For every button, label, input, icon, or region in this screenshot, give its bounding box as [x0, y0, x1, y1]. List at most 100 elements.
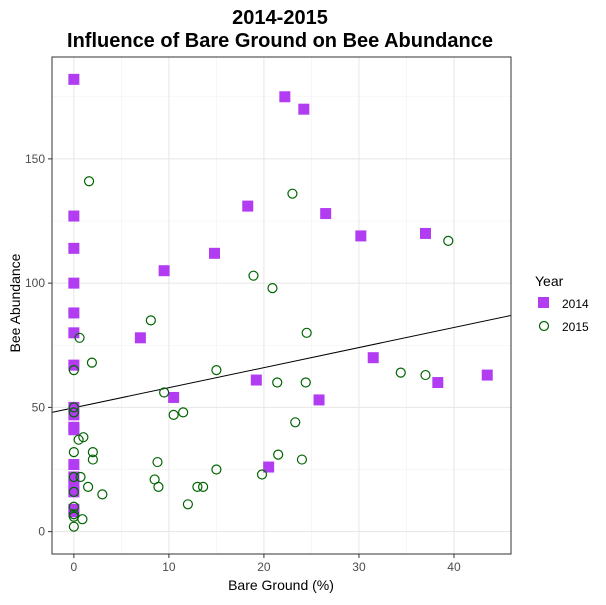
- legend-label-2015: 2015: [562, 320, 589, 334]
- point-2015: [152, 456, 163, 468]
- point-2014: [481, 369, 493, 381]
- point-2015: [68, 486, 79, 497]
- point-2014: [68, 471, 80, 483]
- point-2014: [68, 73, 80, 85]
- point-2014: [432, 377, 444, 389]
- x-tick-label: 40: [447, 560, 461, 574]
- trendline: [51, 314, 512, 413]
- legend: Year 2014 2015: [535, 273, 589, 334]
- point-2014: [68, 424, 80, 436]
- point-2015: [75, 471, 86, 483]
- point-2014: [279, 91, 291, 103]
- point-2014: [68, 327, 80, 339]
- point-2015: [77, 514, 88, 525]
- legend-key-2014-marker: [538, 297, 549, 308]
- legend-title: Year: [535, 273, 564, 289]
- point-2015: [301, 327, 312, 338]
- point-2015: [256, 469, 268, 480]
- point-2015: [68, 521, 79, 532]
- point-2015: [74, 332, 85, 343]
- point-2014: [263, 461, 275, 473]
- point-2014: [298, 103, 310, 115]
- point-2015: [178, 407, 189, 418]
- point-2015: [68, 407, 79, 418]
- y-tick-label: 100: [25, 276, 45, 290]
- point-2014: [158, 265, 170, 277]
- chart-title-line-1: 2014-2015: [232, 7, 328, 29]
- point-2014: [320, 208, 332, 220]
- point-2015: [153, 481, 164, 493]
- point-2015: [97, 489, 108, 500]
- point-2014: [168, 391, 180, 403]
- point-2015: [168, 409, 179, 420]
- y-tick-label: 50: [32, 400, 46, 414]
- legend-label-2014: 2014: [562, 297, 589, 311]
- point-2015: [211, 464, 222, 475]
- point-2015: [68, 447, 79, 458]
- point-2015: [300, 377, 311, 388]
- legend-key-2015-marker: [538, 320, 550, 332]
- point-2015: [248, 270, 259, 281]
- point-2015: [68, 509, 79, 520]
- x-axis-label: Bare Ground (%): [228, 577, 334, 593]
- y-tick-label: 150: [25, 152, 45, 166]
- point-2014: [242, 200, 254, 212]
- point-2014: [68, 409, 80, 421]
- point-2015: [420, 369, 431, 381]
- point-2015: [159, 387, 170, 398]
- data-points: [68, 73, 493, 532]
- point-2014: [68, 478, 80, 490]
- point-2015: [395, 367, 406, 378]
- point-2014: [134, 332, 146, 344]
- point-2015: [272, 377, 283, 388]
- point-2015: [443, 235, 454, 246]
- point-2015: [68, 402, 79, 413]
- point-2015: [296, 454, 308, 465]
- grid-lines: [52, 57, 511, 554]
- point-2014: [367, 352, 379, 364]
- point-2014: [68, 486, 80, 498]
- trendline-layer: [51, 314, 512, 413]
- point-2015: [145, 315, 156, 326]
- point-2014: [68, 459, 80, 471]
- point-2015: [68, 365, 79, 376]
- chart-title-line-2: Influence of Bare Ground on Bee Abundanc…: [67, 30, 493, 52]
- point-2014: [68, 242, 80, 254]
- plot-panel-border: [51, 56, 512, 555]
- point-2015: [267, 283, 278, 294]
- point-2014: [68, 307, 80, 319]
- point-2015: [83, 176, 95, 187]
- x-tick-label: 0: [71, 560, 78, 574]
- point-2015: [68, 471, 79, 483]
- point-2014: [68, 210, 80, 222]
- point-2015: [290, 417, 301, 428]
- point-2014: [355, 230, 367, 242]
- point-2015: [211, 365, 222, 376]
- y-axis-label: Bee Abundance: [7, 253, 23, 352]
- x-tick-label: 10: [162, 560, 176, 574]
- point-2015: [78, 432, 89, 443]
- point-2015: [287, 188, 298, 199]
- point-2015: [87, 454, 98, 465]
- point-2015: [68, 501, 79, 512]
- point-2015: [73, 434, 84, 445]
- point-2015: [273, 449, 284, 460]
- point-2015: [83, 481, 94, 493]
- y-tick-label: 0: [38, 525, 45, 539]
- point-2015: [87, 447, 98, 458]
- point-2014: [313, 394, 325, 406]
- point-2014: [68, 277, 80, 289]
- x-tick-label: 20: [257, 560, 271, 574]
- y-axis: 0 50 100 150: [25, 152, 52, 539]
- point-2015: [182, 499, 193, 510]
- point-2015: [192, 481, 203, 493]
- point-2015: [86, 357, 98, 368]
- point-2014: [419, 227, 431, 239]
- point-2014: [250, 374, 262, 386]
- point-2014: [209, 247, 221, 259]
- x-tick-label: 30: [352, 560, 366, 574]
- point-2015: [197, 481, 209, 493]
